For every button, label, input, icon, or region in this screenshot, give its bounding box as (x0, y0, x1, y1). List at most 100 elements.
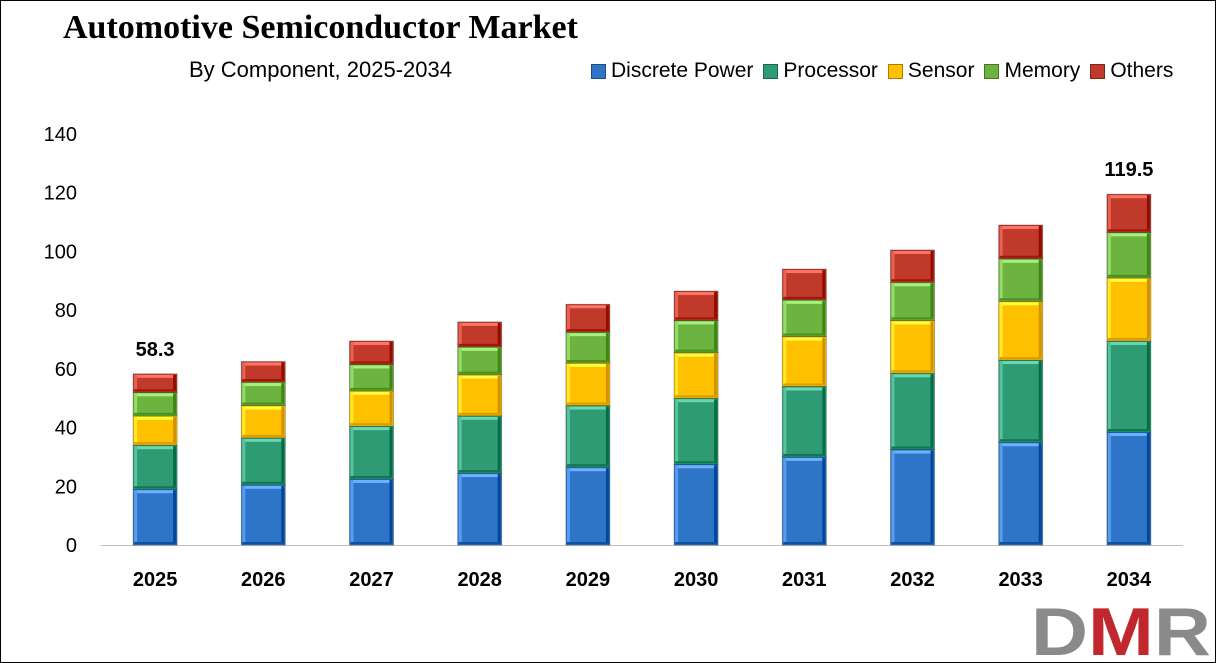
bar-bevel-right (173, 490, 177, 544)
bar-bevel-bottom (999, 542, 1042, 544)
bar-bevel-right (281, 485, 285, 544)
legend-label-sensor: Sensor (907, 59, 975, 82)
bar-bevel-left (134, 416, 138, 445)
bar-bevel-bottom (566, 329, 609, 332)
x-category-label: 2033 (998, 569, 1043, 591)
bar-processor (457, 415, 503, 474)
bar-bevel-left (1107, 233, 1111, 277)
bar-memory (240, 381, 286, 406)
bar-sensor (349, 390, 394, 427)
bar-bevel-left (242, 485, 246, 544)
bar-bevel-bottom (242, 434, 285, 437)
bar-bevel-right (1038, 302, 1042, 360)
bar-sensor (132, 415, 178, 446)
bar-bevel-right (281, 383, 285, 405)
bar-bevel-bottom (1107, 428, 1150, 431)
bar-discrete-power (781, 456, 827, 546)
bar-bevel-left (458, 375, 462, 415)
bar-memory (349, 364, 394, 392)
bar-processor (890, 372, 935, 450)
bar-bevel-left (566, 406, 570, 467)
bar-bevel-bottom (134, 542, 177, 544)
bar-bevel-top (891, 283, 934, 287)
bar-bevel-top (783, 270, 826, 274)
bar-bevel-left (566, 468, 570, 544)
bar-memory (673, 320, 719, 354)
bar-bevel-right (822, 387, 826, 456)
bar-bevel-left (1107, 341, 1111, 431)
bar-sensor (781, 336, 827, 387)
bar-bevel-bottom (675, 461, 718, 464)
bar-others (998, 224, 1044, 260)
bar-processor (673, 397, 719, 465)
bar-bevel-right (714, 399, 718, 464)
legend-swatch-memory (984, 63, 1000, 79)
bar-bevel-bottom (350, 387, 393, 390)
bar-discrete-power (349, 478, 394, 546)
bar-bevel-top (891, 374, 934, 378)
legend-item-discrete-power: Discrete Power (591, 59, 753, 83)
bar-bevel-left (242, 362, 246, 382)
bar-bevel-left (783, 387, 787, 456)
bar-sensor (240, 405, 286, 439)
bar-bevel-top (891, 450, 934, 454)
bar-bevel-right (822, 300, 826, 336)
bar-processor (240, 437, 286, 486)
bar-bevel-top (134, 374, 177, 378)
y-tick-label: 120 (44, 183, 77, 205)
bar-bevel-right (497, 375, 501, 415)
bar-bevel-top (134, 446, 177, 450)
bar-bevel-right (389, 479, 393, 544)
bar-bevel-bottom (675, 542, 718, 544)
bar-bevel-bottom (783, 542, 826, 544)
bar-discrete-power (998, 441, 1044, 546)
bar-bevel-bottom (1107, 337, 1150, 340)
bar-bevel-bottom (458, 470, 501, 473)
bar-bevel-top (1107, 341, 1150, 345)
bar-bevel-bottom (783, 296, 826, 299)
bar-bevel-left (1107, 432, 1111, 544)
bar-bevel-left (458, 416, 462, 473)
bar-bevel-bottom (566, 464, 609, 467)
bar-bevel-left (675, 465, 679, 544)
bar-bevel-top (891, 321, 934, 325)
bar-bevel-top (458, 416, 501, 420)
bar-bevel-left (675, 399, 679, 464)
bar-bevel-left (891, 321, 895, 373)
bar-bevel-bottom (134, 486, 177, 489)
bar-bevel-left (675, 292, 679, 320)
bar-bevel-left (134, 490, 138, 544)
bar-bevel-bottom (675, 395, 718, 398)
bar-bevel-top (350, 479, 393, 483)
y-tick-label: 100 (44, 241, 77, 263)
x-category-label: 2030 (674, 569, 719, 591)
bar-bevel-bottom (242, 542, 285, 544)
bar-bevel-bottom (891, 317, 934, 320)
bar-bevel-bottom (458, 343, 501, 346)
bar-bevel-bottom (242, 481, 285, 484)
bar-others (132, 373, 178, 393)
bar-bevel-top (566, 363, 609, 367)
bar-bevel-right (173, 446, 177, 489)
bar-total-label: 119.5 (1104, 159, 1153, 181)
bar-bevel-left (675, 321, 679, 352)
x-category-label: 2027 (349, 569, 394, 591)
bar-bevel-left (999, 443, 1003, 544)
bar-total-label: 58.3 (136, 339, 175, 361)
legend-label-memory: Memory (1004, 59, 1081, 82)
bar-bevel-right (1146, 233, 1150, 277)
bar-bevel-bottom (891, 279, 934, 282)
bar-bevel-top (566, 333, 609, 337)
bar-bevel-right (1146, 341, 1150, 431)
bar-bevel-top (458, 474, 501, 478)
bar-bevel-right (822, 270, 826, 299)
bar-bevel-top (999, 361, 1042, 365)
bar-bevel-top (458, 322, 501, 326)
bar-bevel-left (1107, 195, 1111, 232)
bar-others (240, 361, 286, 383)
bar-bevel-top (891, 250, 934, 254)
bar-bevel-left (566, 363, 570, 405)
bar-bevel-right (605, 406, 609, 467)
bar-bevel-bottom (891, 370, 934, 373)
